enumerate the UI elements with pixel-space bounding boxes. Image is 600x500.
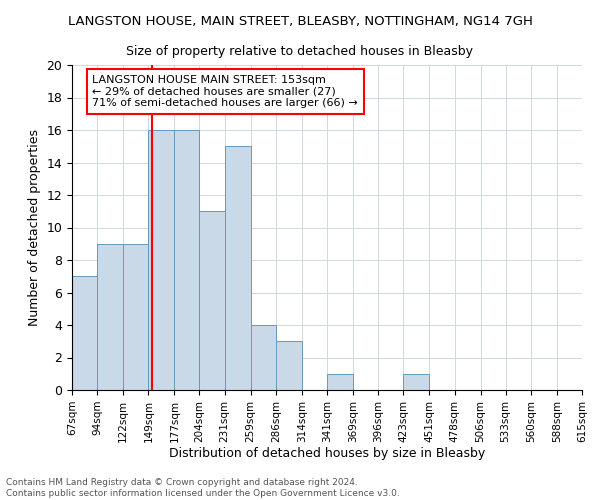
Bar [123,244,148,390]
Text: LANGSTON HOUSE, MAIN STREET, BLEASBY, NOTTINGHAM, NG14 7GH: LANGSTON HOUSE, MAIN STREET, BLEASBY, NO… [68,15,532,28]
Bar [403,374,430,390]
Bar [251,325,276,390]
Text: LANGSTON HOUSE MAIN STREET: 153sqm
← 29% of detached houses are smaller (27)
71%: LANGSTON HOUSE MAIN STREET: 153sqm ← 29%… [92,74,358,108]
Text: Contains HM Land Registry data © Crown copyright and database right 2024.
Contai: Contains HM Land Registry data © Crown c… [6,478,400,498]
Bar [199,211,224,390]
Bar [327,374,353,390]
Text: Size of property relative to detached houses in Bleasby: Size of property relative to detached ho… [127,45,473,58]
Bar [276,341,302,390]
Bar [224,146,251,390]
Bar [72,276,97,390]
Y-axis label: Number of detached properties: Number of detached properties [28,129,41,326]
Bar [97,244,123,390]
Bar [148,130,175,390]
Bar [175,130,199,390]
X-axis label: Distribution of detached houses by size in Bleasby: Distribution of detached houses by size … [169,448,485,460]
